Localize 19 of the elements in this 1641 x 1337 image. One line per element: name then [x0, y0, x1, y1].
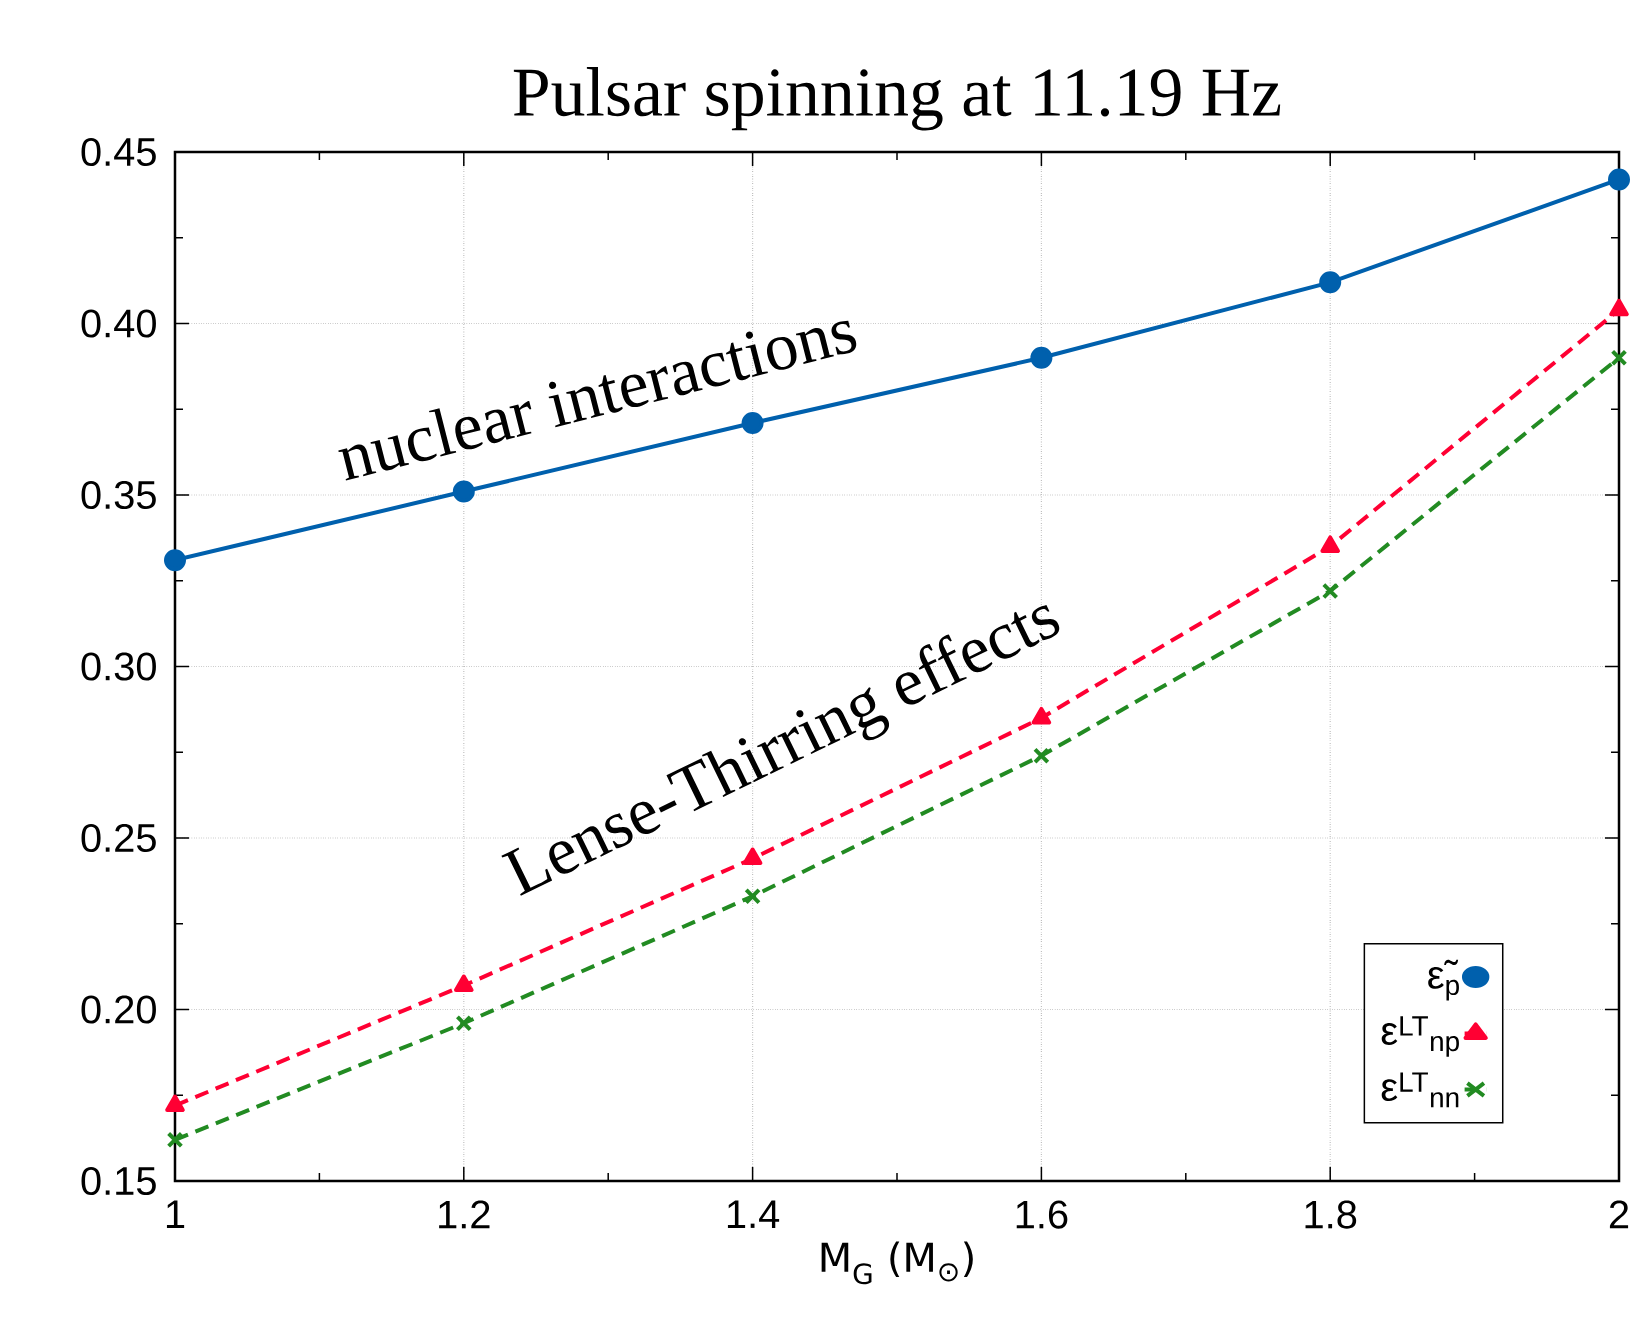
x-tick-label: 1.6: [1016, 1200, 1068, 1229]
x-tick-label: 1.2: [439, 1200, 490, 1229]
y-tick-label: 0.25: [81, 823, 156, 853]
chart-title: Pulsar spinning at 11.19 Hz: [513, 67, 1281, 131]
y-tick-label: 0.35: [81, 480, 156, 510]
y-tick-label: 0.30: [81, 652, 156, 681]
y-tick-label: 0.45: [81, 137, 156, 167]
x-tick-label: 2: [1609, 1200, 1629, 1229]
y-tick-label: 0.20: [81, 995, 156, 1024]
legend-label: ε̃$_{p}$: [1428, 959, 1459, 1001]
legend-label: ε$^{LT}$$_{np}$: [1381, 1016, 1459, 1057]
x-tick-label: 1.4: [727, 1200, 780, 1228]
x-axis-title: M$_{G}$ (M$_{⊙}$): [821, 1241, 973, 1285]
y-tick-label: 0.40: [81, 309, 156, 338]
annotation: nuclear interactions: [338, 320, 857, 481]
legend-label: ε$^{LT}$$_{nn}$: [1381, 1072, 1459, 1108]
x-tick-label: 1.8: [1305, 1200, 1357, 1229]
y-tick-label: 0.15: [81, 1166, 156, 1196]
x-tick-label: 1: [166, 1200, 185, 1228]
